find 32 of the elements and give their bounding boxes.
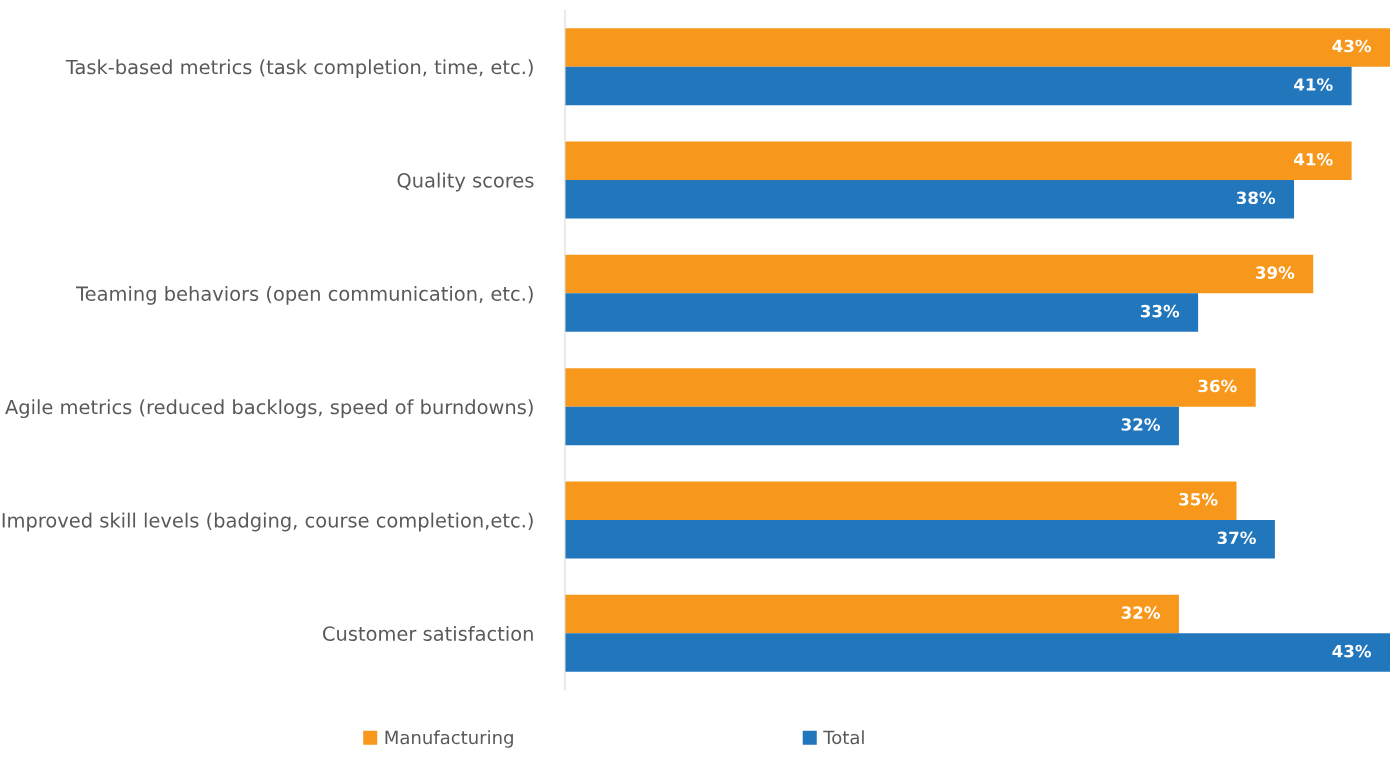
y-tick-label: Customer satisfaction (323, 625, 533, 641)
y-tick-label: Task-based metrics (task completion, time, etc.) (65, 59, 533, 79)
data-label: 32% (1121, 418, 1160, 431)
bar (565, 520, 1275, 559)
bar (565, 28, 1390, 67)
legend-label: Total (823, 730, 864, 745)
data-label: 35% (1179, 492, 1218, 506)
data-label: 41% (1294, 152, 1333, 166)
legend-label: Manufacturing (385, 730, 513, 748)
data-label: 43% (1332, 39, 1372, 53)
data-label: 43% (1332, 644, 1372, 658)
data-label: 33% (1140, 304, 1180, 318)
y-tick-label: Quality scores (397, 172, 534, 192)
bar (565, 481, 1237, 520)
y-tick-label: Agile metrics (reduced backlogs, speed of burndowns) (5, 399, 533, 419)
bar (565, 180, 1295, 219)
bar (565, 141, 1352, 180)
y-tick-label: Teaming behaviors (open communication, etc.) (76, 285, 533, 305)
bar (565, 254, 1314, 294)
y-tick-label: Improved skill levels (badging, course completion,etc.) (2, 512, 533, 532)
data-label: 37% (1217, 531, 1256, 545)
data-label: 36% (1198, 379, 1237, 393)
bar (565, 633, 1390, 672)
data-label: 41% (1294, 78, 1333, 91)
bar (565, 594, 1179, 634)
bar (565, 293, 1199, 332)
bar (565, 66, 1352, 106)
bar (565, 406, 1179, 446)
data-label: 32% (1121, 606, 1160, 619)
data-label: 38% (1236, 191, 1276, 205)
data-label: 39% (1256, 266, 1295, 279)
bar (565, 368, 1256, 407)
